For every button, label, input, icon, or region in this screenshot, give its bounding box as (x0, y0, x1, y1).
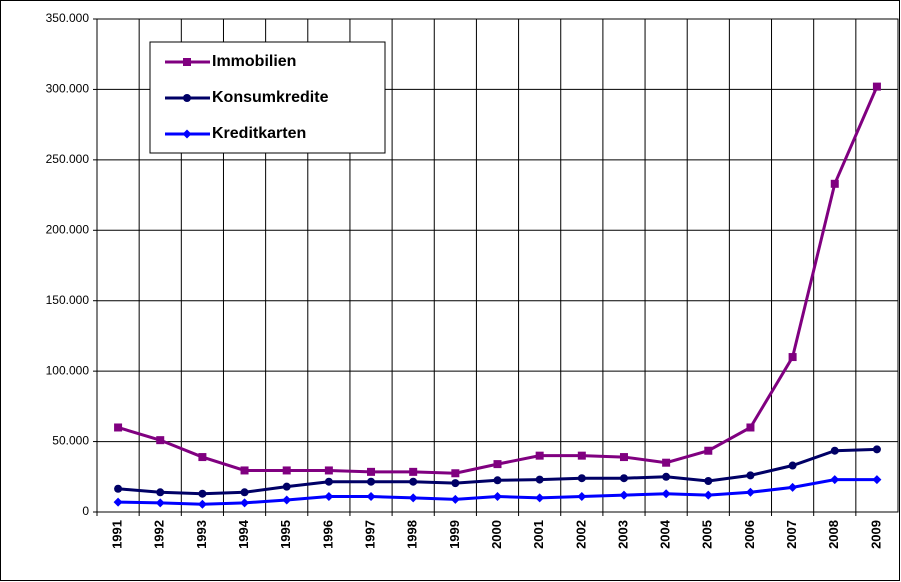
data-point (872, 445, 881, 454)
x-tick-label: 1993 (194, 520, 209, 549)
data-point (619, 474, 628, 483)
x-tick-label: 2001 (531, 520, 546, 549)
legend-marker (182, 129, 192, 139)
data-point (240, 488, 249, 497)
data-point (872, 475, 882, 485)
data-point (830, 446, 839, 455)
x-tick-label: 1996 (320, 520, 335, 549)
data-point (577, 492, 587, 502)
data-point (619, 490, 629, 500)
data-point (408, 493, 418, 503)
x-tick-label: 1995 (278, 520, 293, 549)
data-point (114, 423, 123, 432)
data-point (156, 436, 165, 445)
data-point (619, 453, 628, 462)
data-point (788, 482, 798, 492)
legend-label: Konsumkredite (212, 89, 329, 106)
data-point (746, 471, 755, 480)
data-point (830, 179, 839, 188)
data-point (703, 490, 713, 500)
data-point (450, 494, 460, 504)
y-tick-label: 100.000 (46, 363, 90, 377)
legend-label: Immobilien (212, 53, 296, 70)
data-point (282, 482, 291, 491)
data-point (198, 453, 207, 462)
legend-label: Kreditkarten (212, 125, 306, 142)
data-point (367, 477, 376, 486)
x-tick-label: 2003 (615, 520, 630, 549)
x-tick-label: 1991 (110, 520, 125, 549)
x-tick-label: 2002 (573, 520, 588, 549)
data-point (114, 484, 123, 493)
data-point (662, 472, 671, 481)
x-tick-label: 2009 (868, 520, 883, 549)
data-point (577, 451, 586, 460)
y-tick-label: 50.000 (52, 434, 89, 448)
y-tick-label: 150.000 (46, 293, 90, 307)
data-point (409, 467, 418, 476)
data-point (704, 477, 713, 486)
data-point (324, 477, 333, 486)
y-tick-label: 350.000 (46, 11, 90, 25)
data-point (493, 476, 502, 485)
x-tick-label: 2006 (742, 520, 757, 549)
x-tick-label: 2007 (784, 520, 799, 549)
data-point (788, 461, 797, 470)
x-tick-label: 1998 (405, 520, 420, 549)
data-point (535, 475, 544, 484)
data-point (366, 492, 376, 502)
data-point (282, 466, 291, 475)
data-point (324, 466, 333, 475)
plot-area (96, 18, 899, 513)
data-point (493, 492, 502, 502)
data-point (788, 353, 797, 362)
x-tick-label: 1997 (362, 520, 377, 549)
data-point (282, 495, 292, 505)
y-tick-label: 300.000 (46, 82, 90, 96)
data-point (493, 460, 502, 469)
data-point (324, 492, 334, 502)
data-point (113, 497, 123, 507)
legend-marker (183, 94, 191, 102)
data-point (704, 446, 713, 455)
data-point (409, 477, 418, 486)
data-point (662, 458, 671, 467)
data-point (197, 499, 207, 509)
data-point (746, 423, 755, 432)
data-point (535, 493, 545, 503)
x-tick-label: 1992 (152, 520, 167, 549)
data-point (451, 469, 460, 478)
data-point (156, 488, 165, 497)
x-tick-label: 2004 (658, 519, 673, 549)
data-point (367, 467, 376, 476)
data-point (198, 489, 207, 498)
y-tick-label: 0 (82, 504, 89, 518)
x-tick-label: 2008 (826, 520, 841, 549)
data-point (155, 498, 165, 508)
data-point (830, 475, 840, 485)
data-point (872, 82, 881, 91)
data-point (577, 474, 586, 483)
data-point (745, 487, 755, 497)
y-tick-label: 200.000 (46, 222, 90, 236)
y-tick-label: 250.000 (46, 152, 90, 166)
x-tick-label: 2005 (700, 520, 715, 549)
data-point (535, 451, 544, 460)
data-point (451, 479, 460, 488)
x-tick-label: 1999 (447, 520, 462, 549)
data-point (240, 466, 249, 475)
data-point (240, 498, 250, 508)
data-point (661, 489, 671, 499)
x-tick-label: 2000 (489, 520, 504, 549)
legend-marker (183, 58, 191, 66)
x-tick-label: 1994 (236, 519, 251, 549)
